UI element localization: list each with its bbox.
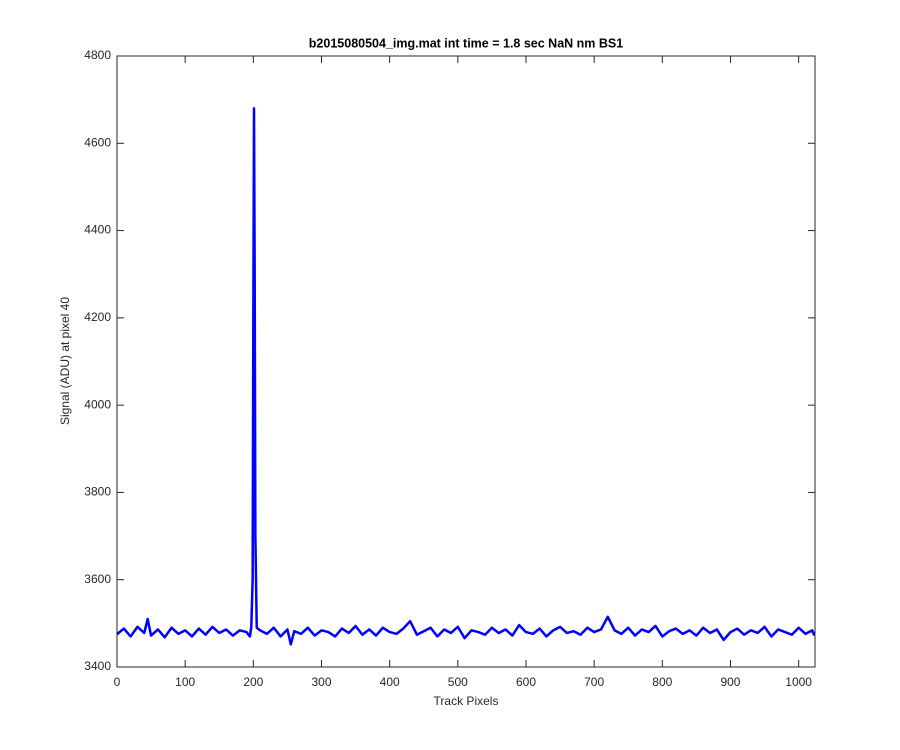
y-tick-label: 3600	[84, 572, 111, 586]
axes-box	[116, 55, 816, 668]
x-tick-label: 800	[652, 675, 672, 689]
y-tick-label: 4800	[84, 48, 111, 62]
x-tick-label: 900	[720, 675, 740, 689]
y-tick-label: 4000	[84, 397, 111, 411]
x-tick-label: 400	[380, 675, 400, 689]
x-tick-label: 700	[584, 675, 604, 689]
y-tick-label: 3400	[84, 659, 111, 673]
x-axis-label: Track Pixels	[434, 694, 499, 708]
y-tick-label: 4200	[84, 310, 111, 324]
y-tick-label: 3800	[84, 485, 111, 499]
y-tick-label: 4600	[84, 135, 111, 149]
x-tick-label: 100	[175, 675, 195, 689]
chart-title: b2015080504_img.mat int time = 1.8 sec N…	[309, 36, 623, 50]
x-tick-label: 300	[311, 675, 331, 689]
x-tick-label: 0	[114, 675, 121, 689]
y-axis-label: Signal (ADU) at pixel 40	[58, 297, 72, 425]
data-line	[116, 107, 816, 646]
x-tick-label: 600	[516, 675, 536, 689]
x-tick-label: 500	[448, 675, 468, 689]
x-tick-label: 200	[243, 675, 263, 689]
y-tick-label: 4400	[84, 223, 111, 237]
x-tick-label: 1000	[785, 675, 812, 689]
